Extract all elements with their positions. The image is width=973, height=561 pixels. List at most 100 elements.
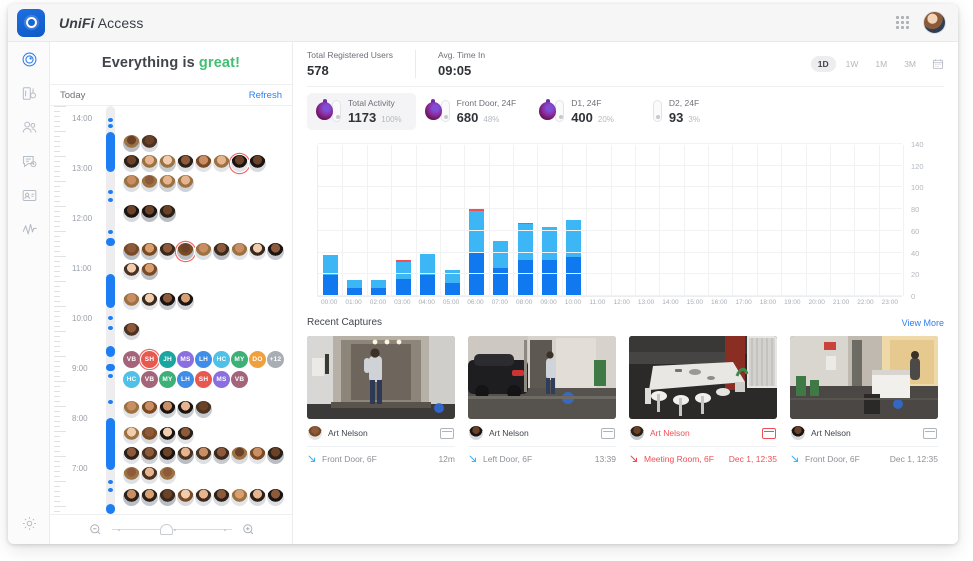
- timeline-row[interactable]: [122, 488, 285, 507]
- timeline-initial-avatar[interactable]: LH: [194, 350, 213, 369]
- capture-card[interactable]: Art Nelson Meeting Room, 6F Dec 1, 12:35: [629, 336, 777, 464]
- timeline-user-avatar[interactable]: [194, 488, 213, 507]
- view-more-link[interactable]: View More: [901, 317, 944, 328]
- timeline-initial-avatar[interactable]: +12: [266, 350, 285, 369]
- timeline-user-avatar[interactable]: [158, 466, 177, 485]
- timeline-initial-avatar[interactable]: VB: [140, 370, 159, 389]
- timeline-user-avatar[interactable]: [212, 488, 231, 507]
- chart-bar[interactable]: [542, 226, 558, 296]
- timeline-user-avatar[interactable]: [230, 488, 249, 507]
- timeline-user-avatar[interactable]: [122, 400, 141, 419]
- timeline-user-avatar[interactable]: [158, 426, 177, 445]
- timeline-user-avatar[interactable]: [158, 400, 177, 419]
- capture-card[interactable]: Art Nelson Left Door, 6F 13:39: [468, 336, 616, 464]
- timeline-user-avatar[interactable]: [176, 154, 195, 173]
- door-stat-d2-24f[interactable]: D2, 24F 93 3%: [628, 93, 714, 130]
- sidebar-item-logs[interactable]: [8, 144, 50, 178]
- timeline-user-avatar[interactable]: [158, 242, 177, 261]
- timeline-row[interactable]: VB SH JH MS LH HC MY DO +12: [122, 350, 285, 369]
- capture-thumbnail[interactable]: [629, 336, 777, 419]
- timeline-density-column[interactable]: [106, 106, 115, 514]
- capture-card[interactable]: Art Nelson Front Door, 6F 12m: [307, 336, 455, 464]
- timeline-user-avatar[interactable]: [140, 134, 159, 153]
- timeline-user-avatar[interactable]: [140, 488, 159, 507]
- timeline-user-avatar[interactable]: [122, 262, 141, 281]
- door-stat-d1-24f[interactable]: D1, 24F 400 20%: [530, 93, 628, 130]
- timeline-user-avatar[interactable]: [248, 154, 267, 173]
- timeline-user-avatar[interactable]: [122, 322, 141, 341]
- timeline-user-avatar[interactable]: [212, 446, 231, 465]
- zoom-out-icon[interactable]: [89, 523, 102, 536]
- timeline-user-avatar[interactable]: [140, 426, 159, 445]
- capture-thumbnail[interactable]: [790, 336, 938, 419]
- sidebar-item-devices[interactable]: [8, 76, 50, 110]
- timeline-user-avatar[interactable]: [176, 242, 195, 261]
- account-avatar[interactable]: [923, 11, 946, 34]
- timeline-initial-avatar[interactable]: HC: [122, 370, 141, 389]
- timeline-user-avatar[interactable]: [194, 400, 213, 419]
- timeline-user-avatar[interactable]: [158, 488, 177, 507]
- timeline-user-avatar[interactable]: [122, 154, 141, 173]
- range-option-1w[interactable]: 1W: [845, 59, 859, 69]
- timeline-row[interactable]: [122, 134, 159, 153]
- timeline-initial-avatar[interactable]: MY: [158, 370, 177, 389]
- timeline-user-avatar[interactable]: [176, 488, 195, 507]
- timeline-user-avatar[interactable]: [122, 446, 141, 465]
- timeline-user-avatar[interactable]: [140, 446, 159, 465]
- timeline-user-avatar[interactable]: [122, 204, 141, 223]
- timeline-row[interactable]: [122, 446, 285, 465]
- timeline-initial-avatar[interactable]: SH: [140, 350, 159, 369]
- timeline-user-avatar[interactable]: [230, 242, 249, 261]
- timeline-user-avatar[interactable]: [266, 488, 285, 507]
- timeline-row[interactable]: [122, 154, 267, 173]
- timeline-user-avatar[interactable]: [140, 262, 159, 281]
- timeline-initial-avatar[interactable]: LH: [176, 370, 195, 389]
- timeline-initial-avatar[interactable]: VB: [122, 350, 141, 369]
- chart-bar[interactable]: [517, 223, 533, 296]
- timeline-user-avatar[interactable]: [176, 446, 195, 465]
- timeline-user-avatar[interactable]: [140, 174, 159, 193]
- timeline-user-avatar[interactable]: [122, 292, 141, 311]
- zoom-slider-handle[interactable]: [159, 524, 173, 535]
- apps-grid-icon[interactable]: [896, 16, 909, 29]
- timeline-user-avatar[interactable]: [140, 292, 159, 311]
- timeline-user-avatar[interactable]: [194, 242, 213, 261]
- timeline-user-avatar[interactable]: [230, 446, 249, 465]
- calendar-icon[interactable]: [932, 58, 944, 70]
- capture-thumbnail[interactable]: [468, 336, 616, 419]
- timeline-row[interactable]: [122, 466, 177, 485]
- timeline-user-avatar[interactable]: [194, 446, 213, 465]
- capture-card[interactable]: Art Nelson Front Door, 6F Dec 1, 12:35: [790, 336, 938, 464]
- timeline-user-avatar[interactable]: [266, 242, 285, 261]
- timeline-user-avatar[interactable]: [266, 446, 285, 465]
- timeline-user-avatar[interactable]: [176, 426, 195, 445]
- sidebar-item-credentials[interactable]: [8, 178, 50, 212]
- capture-thumbnail[interactable]: [307, 336, 455, 419]
- timeline-row[interactable]: [122, 322, 141, 341]
- timeline-initial-avatar[interactable]: JH: [158, 350, 177, 369]
- door-stat-total-activity[interactable]: Total Activity 1173 100%: [307, 92, 416, 130]
- timeline-user-avatar[interactable]: [122, 426, 141, 445]
- timeline-user-avatar[interactable]: [140, 466, 159, 485]
- chart-bar[interactable]: [371, 279, 387, 296]
- refresh-button[interactable]: Refresh: [248, 89, 282, 101]
- timeline-user-avatar[interactable]: [158, 446, 177, 465]
- timeline-initial-avatar[interactable]: SH: [194, 370, 213, 389]
- door-stat-front-door-24f[interactable]: Front Door, 24F 680 48%: [416, 93, 531, 130]
- timeline-user-avatar[interactable]: [212, 154, 231, 173]
- timeline-user-avatar[interactable]: [122, 242, 141, 261]
- timeline-initial-avatar[interactable]: DO: [248, 350, 267, 369]
- timeline-user-avatar[interactable]: [248, 446, 267, 465]
- timeline-user-avatar[interactable]: [122, 466, 141, 485]
- timeline-user-avatar[interactable]: [176, 292, 195, 311]
- timeline-row[interactable]: [122, 242, 285, 261]
- chart-bar[interactable]: [395, 260, 411, 296]
- timeline-row[interactable]: [122, 400, 213, 419]
- timeline-initial-avatar[interactable]: MS: [212, 370, 231, 389]
- timeline-user-avatar[interactable]: [140, 204, 159, 223]
- timeline-body[interactable]: 14:00 13:00 12:00 11:00 10:00 9:00 8:00 7:00 VB…: [50, 106, 292, 514]
- timeline-user-avatar[interactable]: [158, 174, 177, 193]
- timeline-user-avatar[interactable]: [176, 400, 195, 419]
- unifi-logo-icon[interactable]: [17, 8, 45, 37]
- zoom-slider[interactable]: [111, 524, 232, 536]
